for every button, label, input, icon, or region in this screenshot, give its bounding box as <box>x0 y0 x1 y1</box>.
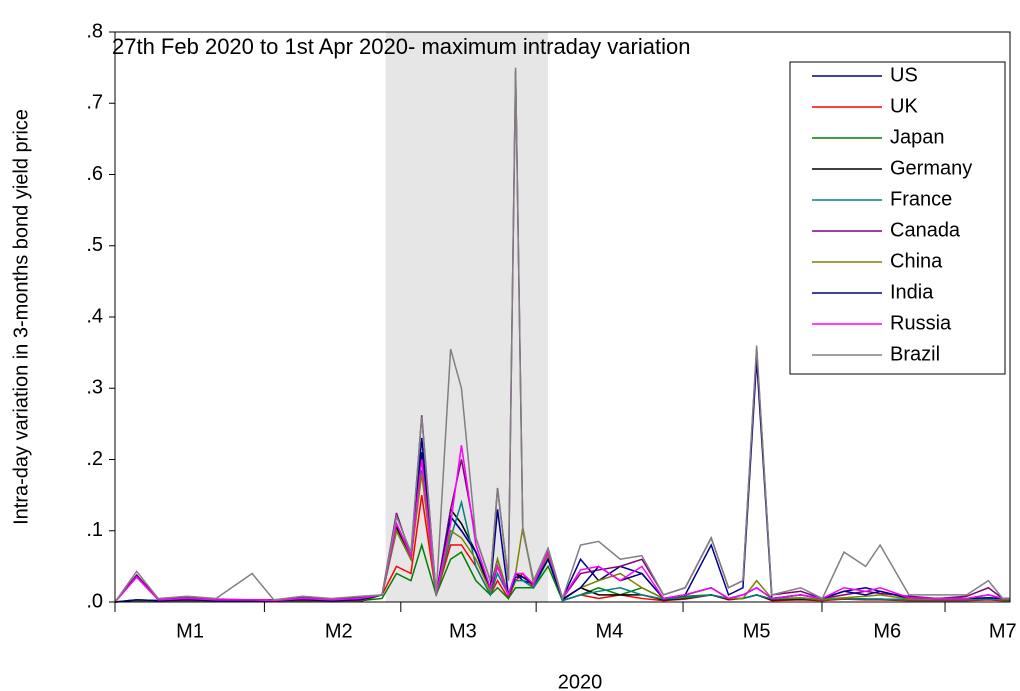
y-tick-label: .7 <box>86 92 103 114</box>
legend-label: China <box>890 250 943 272</box>
series-line <box>114 67 1010 603</box>
series-line <box>114 452 1010 603</box>
x-tick-label: M3 <box>449 620 477 642</box>
legend-label: Brazil <box>890 343 940 365</box>
x-tick-label: M4 <box>596 620 624 642</box>
plot-frame <box>114 31 1011 603</box>
legend-box <box>789 61 1006 375</box>
x-axis-label: 2020 <box>558 671 603 691</box>
legend-label: US <box>890 64 918 86</box>
chart-title: 27th Feb 2020 to 1st Apr 2020- maximum i… <box>112 34 690 59</box>
y-tick-label: .8 <box>86 20 103 42</box>
legend: US UK Japan Germany France Canada China India Ru… <box>789 61 1006 375</box>
series-line <box>114 359 1010 603</box>
y-tick-label: .3 <box>86 377 103 399</box>
x-tick-label: M1 <box>176 620 204 642</box>
legend-label: Russia <box>890 312 952 334</box>
x-tick-label: M2 <box>325 620 353 642</box>
legend-label: UK <box>890 95 918 117</box>
series-line <box>114 470 1010 603</box>
shaded-period <box>385 32 549 602</box>
x-tick-label: M5 <box>743 620 771 642</box>
y-tick-label: .5 <box>86 234 103 256</box>
series-line <box>114 452 1010 603</box>
plot-under <box>385 32 549 602</box>
y-tick-label: .6 <box>86 163 103 185</box>
legend-label: Germany <box>890 157 972 179</box>
legend-label: Japan <box>890 126 945 148</box>
plot-over: .0 .1 .2 .3 .4 .5 .6 .7 .8 M1 M2 M3 M4 M5 M6 M7 US UK Japa… <box>86 20 1016 642</box>
legend-label: France <box>890 188 952 210</box>
y-tick-label: .1 <box>86 519 103 541</box>
plot-lines <box>114 67 1010 603</box>
y-axis-label: Intra-day variation in 3-months bond yie… <box>10 109 32 525</box>
x-tick-label: M6 <box>873 620 901 642</box>
legend-label: India <box>890 281 934 303</box>
legend-label: Canada <box>890 219 961 241</box>
y-tick-label: .2 <box>86 448 103 470</box>
x-tick-label: M7 <box>989 620 1017 642</box>
series-line <box>114 473 1010 603</box>
series-line <box>114 445 1010 603</box>
series-line <box>114 495 1010 603</box>
y-tick-label: .4 <box>86 305 103 327</box>
y-tick-label: .0 <box>86 590 103 612</box>
